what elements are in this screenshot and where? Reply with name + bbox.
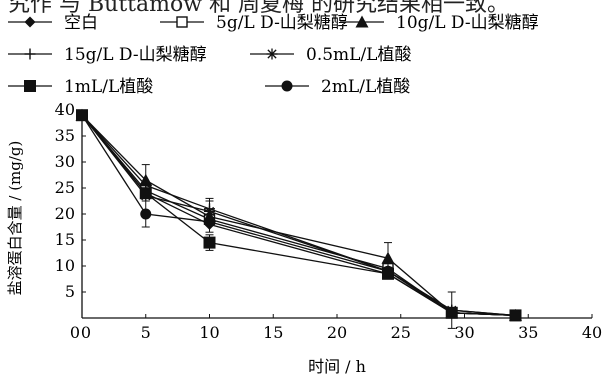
y-tick-label: 5 bbox=[65, 282, 75, 301]
legend-label: 15g/L D-山梨糖醇 bbox=[64, 45, 207, 65]
legend-label: 1mL/L植酸 bbox=[64, 77, 153, 97]
x-tick-label: 0 bbox=[81, 323, 91, 342]
legend-marker bbox=[176, 16, 188, 28]
x-tick-label: 35 bbox=[518, 323, 538, 342]
y-tick-label: 10 bbox=[55, 256, 75, 275]
legend-item: 0.5mL/L植酸 bbox=[250, 45, 411, 65]
x-tick-label: 30 bbox=[454, 323, 474, 342]
series-4 bbox=[76, 109, 521, 329]
data-point bbox=[510, 309, 521, 321]
x-tick-label: 25 bbox=[391, 323, 411, 342]
x-tick-label: 20 bbox=[327, 323, 347, 342]
legend: 空白 5g/L D-山梨糖醇 10g/L D-山梨糖醇 15g/L D-山梨糖醇 0.5… bbox=[8, 13, 539, 97]
series-layer bbox=[75, 108, 522, 329]
legend-marker bbox=[24, 48, 36, 60]
legend-item: 10g/L D-山梨糖醇 bbox=[340, 13, 539, 33]
legend-label: 5g/L D-山梨糖醇 bbox=[216, 13, 348, 33]
series-line bbox=[81, 114, 516, 317]
legend-item: 2mL/L植酸 bbox=[265, 77, 410, 97]
y-tick-label: 15 bbox=[55, 230, 75, 249]
data-point bbox=[381, 251, 395, 264]
y-tick-label: 25 bbox=[55, 178, 75, 197]
x-tick-label: 10 bbox=[199, 323, 219, 342]
y-tick-label: 35 bbox=[55, 126, 75, 145]
legend-item: 5g/L D-山梨糖醇 bbox=[160, 13, 348, 33]
x-tick-label: 15 bbox=[263, 323, 283, 342]
legend-label: 2mL/L植酸 bbox=[321, 77, 410, 97]
y-axis-label: 盐溶蛋白含量 / (mg/g) bbox=[6, 141, 24, 296]
legend-marker bbox=[24, 16, 36, 28]
x-axis-label: 时间 / h bbox=[308, 357, 366, 376]
legend-marker bbox=[24, 80, 36, 92]
legend-marker bbox=[355, 15, 369, 28]
data-point bbox=[139, 187, 152, 200]
legend-item: 1mL/L植酸 bbox=[8, 77, 153, 97]
data-point bbox=[382, 265, 394, 277]
data-point bbox=[446, 307, 458, 319]
legend-label: 0.5mL/L植酸 bbox=[306, 45, 411, 65]
series-line bbox=[81, 114, 516, 317]
x-tick-label: 5 bbox=[141, 323, 151, 342]
data-point bbox=[204, 216, 215, 228]
legend-marker bbox=[281, 80, 293, 92]
x-tick-label: 40 bbox=[582, 323, 602, 342]
legend-item: 空白 bbox=[8, 13, 98, 33]
y-tick-label: 0 bbox=[70, 323, 80, 342]
legend-label: 空白 bbox=[64, 13, 98, 33]
y-tick-label: 20 bbox=[55, 204, 75, 223]
legend-item: 15g/L D-山梨糖醇 bbox=[8, 45, 207, 65]
top-text-fragment: 究作 与 Buttamow 和 周夏梅 的研究结果相一致。 bbox=[8, 0, 510, 17]
legend-marker bbox=[266, 48, 278, 60]
data-point bbox=[140, 208, 152, 220]
data-point bbox=[204, 205, 215, 217]
y-tick-label: 30 bbox=[55, 152, 75, 171]
y-tick-label: 40 bbox=[55, 100, 75, 119]
data-point bbox=[76, 109, 88, 121]
axes: 0 5 10 15 20 25 30 35 40 0 5 10 15 20 25 30 35 40 bbox=[55, 100, 603, 342]
legend-label: 10g/L D-山梨糖醇 bbox=[396, 13, 539, 33]
series-7 bbox=[76, 109, 521, 321]
data-point bbox=[203, 236, 216, 249]
